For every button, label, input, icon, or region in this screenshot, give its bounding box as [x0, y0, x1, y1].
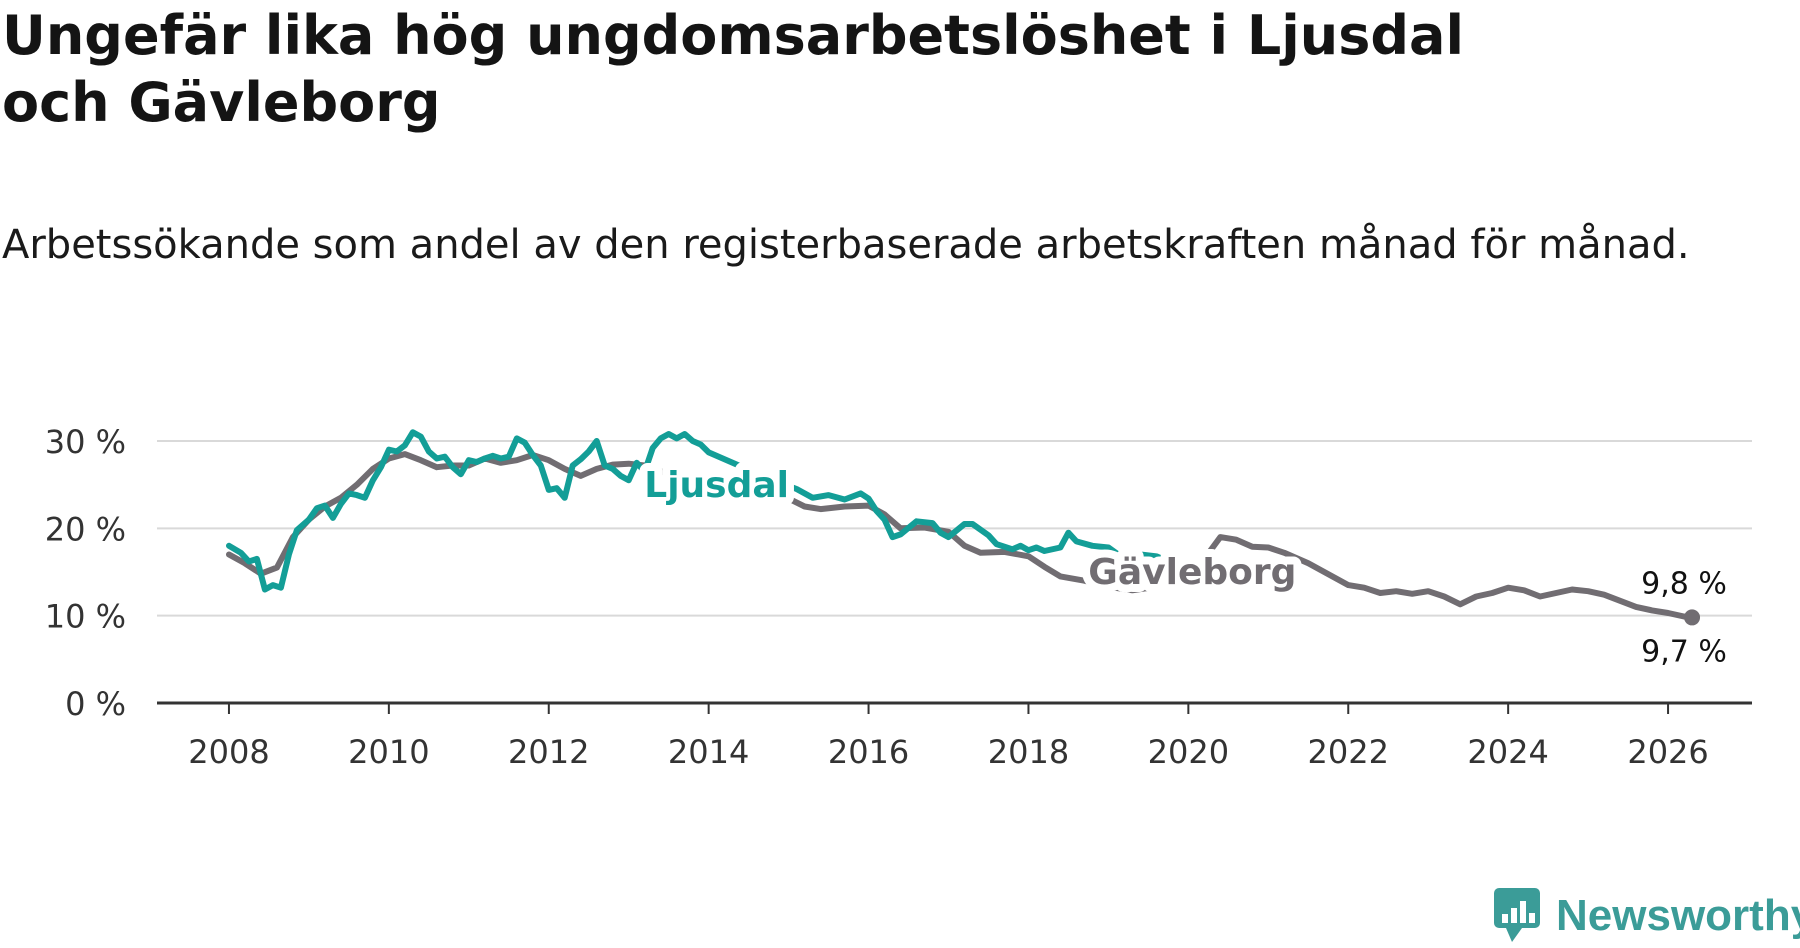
series-line-gavleborg — [226, 451, 1695, 621]
x-tick-label: 2022 — [1308, 733, 1389, 771]
chart-subtitle: Arbetssökande som andel av den registerb… — [2, 222, 1690, 268]
newsworthy-logo-icon — [1494, 888, 1540, 942]
series-label-halo-gavleborg: Gävleborg — [1088, 552, 1296, 593]
chart-title: Ungefär lika hög ungdomsarbetslöshet i L… — [2, 4, 1464, 134]
series-lines — [226, 429, 1701, 626]
end-label-gavleborg: 9,8 % — [1641, 566, 1727, 601]
series-label-ljusdal: Ljusdal — [644, 465, 789, 506]
x-tick-label: 2008 — [188, 733, 269, 771]
y-axis-tick-labels: 0 % 10 % 20 % 30 % — [45, 423, 126, 723]
series-label-halo-ljusdal: Ljusdal — [644, 465, 789, 506]
x-tick-label: 2026 — [1627, 733, 1708, 771]
newsworthy-brand: Newsworthy — [1492, 886, 1800, 946]
series-endpoint-ljusdal — [1180, 560, 1197, 577]
x-tick-label: 2024 — [1467, 733, 1548, 771]
x-tick-label: 2018 — [988, 733, 1069, 771]
y-tick-label: 0 % — [65, 685, 126, 723]
x-axis — [157, 701, 1752, 714]
x-tick-label: 2020 — [1148, 733, 1229, 771]
x-tick-label: 2014 — [668, 733, 749, 771]
y-tick-label: 10 % — [45, 598, 126, 636]
x-tick-label: 2010 — [348, 733, 429, 771]
series-label-gavleborg: Gävleborg — [1088, 552, 1296, 593]
brand-name: Newsworthy — [1556, 891, 1800, 940]
series-line-ljusdal — [226, 429, 1192, 593]
x-axis-tick-labels: 2008 2010 2012 2014 2016 2018 2020 2022 2024 2026 — [188, 733, 1709, 771]
end-label-ljusdal: 9,7 % — [1641, 634, 1727, 669]
series-endpoint-gavleborg — [1684, 609, 1701, 626]
x-tick-label: 2016 — [828, 733, 909, 771]
x-tick-label: 2012 — [508, 733, 589, 771]
y-tick-label: 20 % — [45, 510, 126, 548]
y-tick-label: 30 % — [45, 423, 126, 461]
